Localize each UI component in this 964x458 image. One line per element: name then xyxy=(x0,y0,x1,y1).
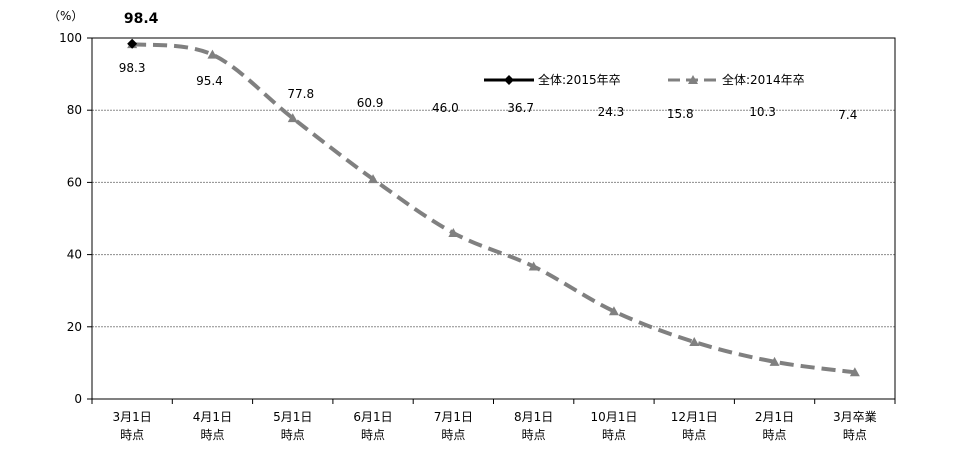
data-label-2014: 7.4 xyxy=(838,108,857,122)
y-tick-label: 0 xyxy=(74,392,82,406)
legend-label-2015: 全体:2015年卒 xyxy=(538,72,621,87)
y-tick-label: 60 xyxy=(67,175,82,189)
y-tick-label: 80 xyxy=(67,103,82,117)
x-tick-label: 8月1日時点 xyxy=(514,410,553,442)
x-tick-label: 4月1日時点 xyxy=(193,410,232,442)
point-2014 xyxy=(368,174,379,184)
grid-lines xyxy=(92,109,895,328)
x-tick-label: 7月1日時点 xyxy=(434,410,473,442)
y-axis-unit-label: （%） xyxy=(48,9,83,23)
x-tick-label: 6月1日時点 xyxy=(353,410,392,442)
point-2014 xyxy=(769,356,780,366)
point-2014 xyxy=(849,367,860,377)
y-tick-label: 20 xyxy=(67,320,82,334)
point-2014 xyxy=(448,227,459,237)
data-label-2014: 60.9 xyxy=(357,96,384,110)
data-label-2014: 10.3 xyxy=(749,105,776,119)
data-label-2014: 36.7 xyxy=(507,101,534,115)
series-line-2014 xyxy=(131,42,856,375)
x-tick-label: 3月卒業時点 xyxy=(833,410,877,442)
data-label-2014: 24.3 xyxy=(598,105,625,119)
legend: 全体:2015年卒 全体:2014年卒 xyxy=(484,72,805,87)
point-2014 xyxy=(608,306,619,316)
point-2014 xyxy=(528,261,539,271)
point-2014 xyxy=(689,336,700,346)
point-2015 xyxy=(127,38,138,49)
legend-marker-2015 xyxy=(504,75,514,85)
series-layer xyxy=(127,38,860,377)
x-tick-label: 3月1日時点 xyxy=(113,410,152,442)
y-tick-label: 40 xyxy=(67,248,82,262)
data-label-2014: 95.4 xyxy=(196,74,223,88)
legend-marker-2014 xyxy=(688,75,698,84)
x-tick-label: 10月1日時点 xyxy=(590,410,637,442)
data-label-2015: 98.4 xyxy=(124,11,159,27)
data-label-2014: 98.3 xyxy=(119,61,146,75)
data-labels: 98.3 95.4 77.8 60.9 46.0 36.7 24.3 15.8 10.3 7.4 9… xyxy=(119,11,858,122)
y-tick-label: 100 xyxy=(59,31,82,45)
data-label-2014: 77.8 xyxy=(287,87,314,101)
axes: 0 20 40 60 80 100 3月1日時点 4月1日時点 5月1日時点 6月1日時点 7月1日… xyxy=(59,31,896,442)
x-tick-label: 2月1日時点 xyxy=(755,410,794,442)
point-2014 xyxy=(287,113,298,123)
x-tick-label: 5月1日時点 xyxy=(273,410,312,442)
legend-label-2014: 全体:2014年卒 xyxy=(722,72,805,87)
point-2014 xyxy=(207,49,218,59)
data-label-2014: 46.0 xyxy=(432,101,459,115)
x-tick-label: 12月1日時点 xyxy=(671,410,718,442)
plot-frame xyxy=(91,37,896,400)
data-label-2014: 15.8 xyxy=(667,107,694,121)
